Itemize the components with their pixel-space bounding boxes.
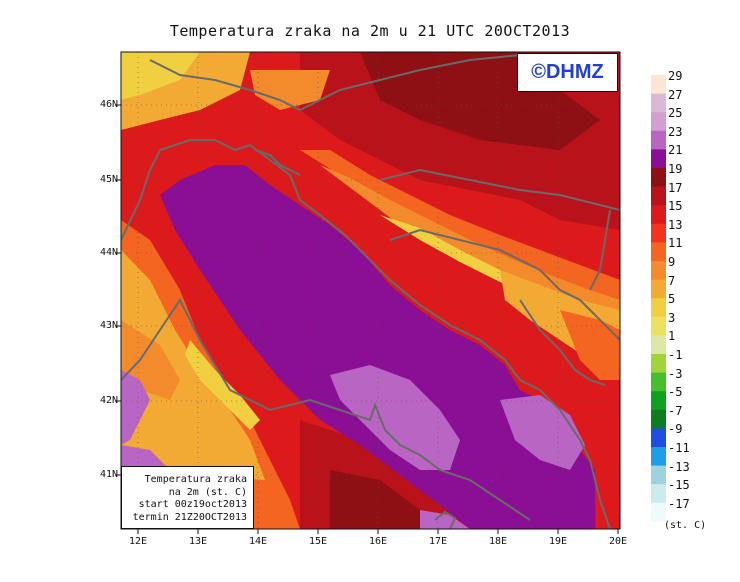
legend-label: -5 <box>668 385 683 400</box>
legend-swatch <box>651 447 666 466</box>
legend-swatch <box>651 75 666 94</box>
legend-label: 15 <box>668 199 683 214</box>
lon-label: 12E <box>128 536 148 547</box>
lon-label: 13E <box>188 536 208 547</box>
lat-label: 44N <box>99 247 118 258</box>
legend-swatch <box>651 279 666 299</box>
legend-swatch <box>651 186 666 206</box>
lat-label: 42N <box>99 395 118 406</box>
info-box: Temperatura zraka na 2m (st. C) start 00… <box>121 466 254 529</box>
info-line: start 00z19oct2013 <box>138 499 247 510</box>
legend-swatch <box>651 465 666 485</box>
dhmz-logo: ©DHMZ <box>517 53 618 92</box>
legend-label: 3 <box>668 310 676 325</box>
legend-swatch <box>651 168 666 187</box>
legend-label: 29 <box>668 69 683 83</box>
lon-label: 14E <box>248 536 268 547</box>
lat-label: 46N <box>99 99 118 110</box>
legend-swatch <box>651 372 666 392</box>
legend-swatch <box>651 484 666 504</box>
lon-label: 16E <box>368 536 388 547</box>
legend-swatch <box>651 130 666 150</box>
legend-label: 19 <box>668 162 683 176</box>
legend-label: 25 <box>668 106 683 121</box>
legend-swatch <box>651 223 666 243</box>
legend-label: 21 <box>668 143 683 158</box>
legend-label: 17 <box>668 180 683 195</box>
legend-label: -7 <box>668 403 683 418</box>
lat-label: 43N <box>99 320 118 331</box>
legend-label: -11 <box>668 441 690 455</box>
legend-swatch <box>651 149 666 169</box>
legend-label: 13 <box>668 217 683 232</box>
info-line: Temperatura zraka <box>144 474 247 485</box>
legend-swatch <box>651 354 666 373</box>
legend-swatch <box>651 112 666 132</box>
lon-label: 17E <box>428 536 448 547</box>
map-field <box>121 52 620 529</box>
legend-label: -17 <box>668 496 690 511</box>
legend-unit: (st. C) <box>664 520 707 531</box>
lon-label: 20E <box>608 536 628 547</box>
lon-label: 19E <box>548 536 568 547</box>
lon-label: 18E <box>488 536 508 547</box>
legend-swatch <box>651 409 666 429</box>
legend-label: 23 <box>668 124 683 139</box>
axis-ticks <box>116 104 619 534</box>
lat-label: 41N <box>99 469 118 480</box>
legend-label: 27 <box>668 87 683 102</box>
legend-label: -9 <box>668 422 683 437</box>
legend-swatch <box>651 205 666 225</box>
legend-swatch <box>651 242 666 262</box>
legend-swatch <box>651 261 666 280</box>
legend-swatch <box>651 335 666 355</box>
legend-swatch <box>651 428 666 448</box>
lat-label: 45N <box>99 174 118 185</box>
legend-swatch <box>651 298 666 318</box>
legend-label: 11 <box>668 236 683 251</box>
legend-label: 7 <box>668 273 676 288</box>
legend-label: -1 <box>668 348 683 362</box>
legend-swatch <box>651 316 666 336</box>
legend-swatch <box>651 391 666 411</box>
legend-label: 5 <box>668 292 676 307</box>
info-line: termin 21Z20OCT2013 <box>132 511 247 523</box>
legend-label: 1 <box>668 329 676 344</box>
info-line: na 2m (st. C) <box>168 486 247 498</box>
map-title: Temperatura zraka na 2m u 21 UTC 20OCT20… <box>169 22 571 40</box>
color-legend <box>651 75 666 522</box>
legend-label: -3 <box>668 366 683 381</box>
legend-label: -13 <box>668 459 690 474</box>
legend-label: 9 <box>668 255 676 269</box>
legend-swatch <box>651 93 666 113</box>
legend-label: -15 <box>668 478 690 493</box>
lon-label: 15E <box>308 536 328 547</box>
legend-swatch <box>651 502 666 522</box>
coastlines <box>121 54 620 529</box>
